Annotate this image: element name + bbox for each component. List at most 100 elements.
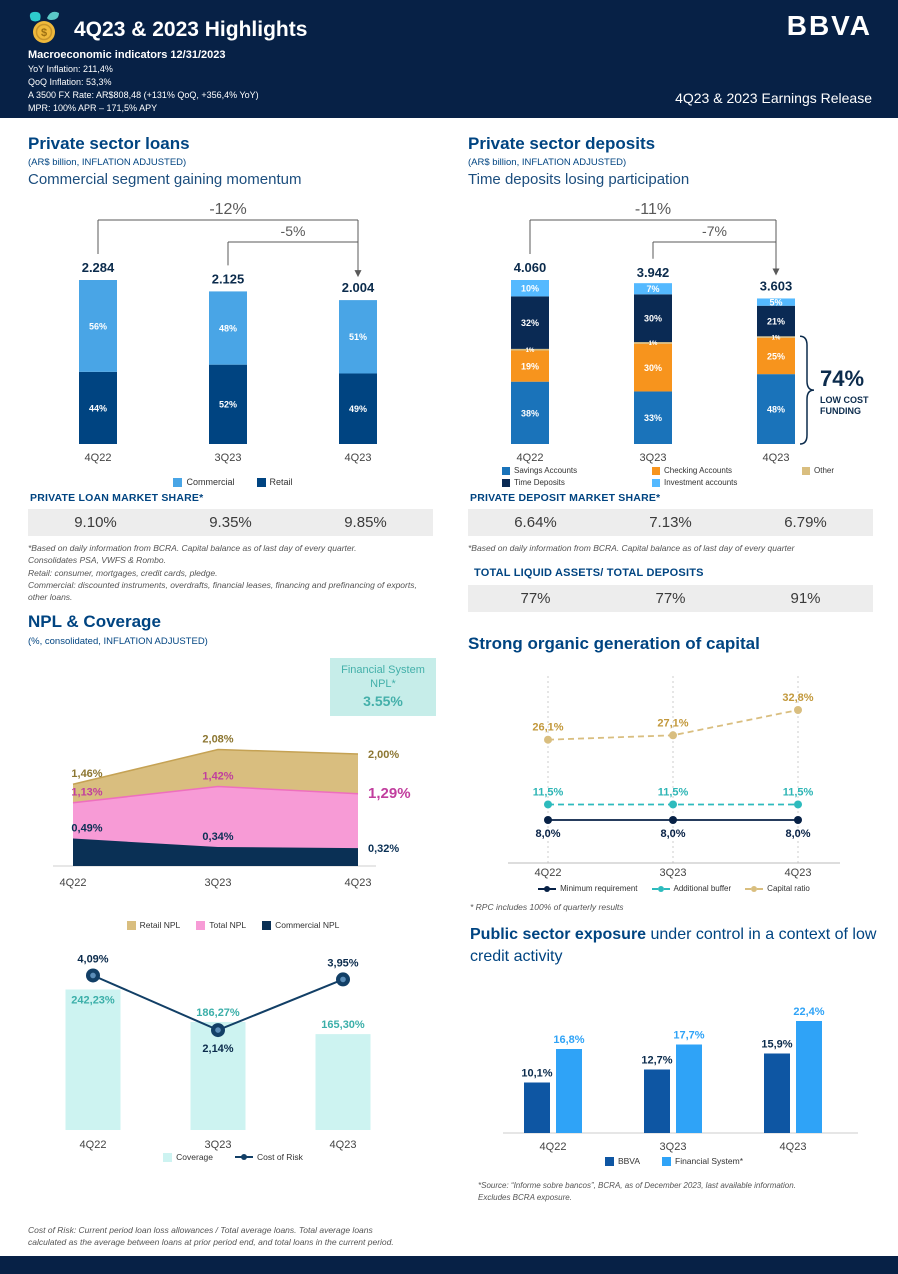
- header: $ 4Q23 & 2023 Highlights Macroeconomic i…: [0, 0, 898, 118]
- value-label: 0,34%: [202, 831, 233, 843]
- total-label: 4.060: [514, 260, 547, 275]
- delta-label: -12%: [209, 201, 246, 218]
- legend-label: Time Deposits: [514, 478, 565, 487]
- value-label: 16,8%: [553, 1034, 584, 1046]
- loans-tagline: Commercial segment gaining momentum: [28, 171, 302, 188]
- bar-financialsystem: [796, 1021, 822, 1133]
- cost-of-risk-label: 2,14%: [202, 1043, 233, 1055]
- segment-label: 33%: [644, 413, 662, 423]
- loans-legend: Commercial Retail: [28, 477, 438, 487]
- legend-item: BBVA: [604, 1156, 640, 1166]
- leaf-shape: [29, 11, 41, 22]
- bar-segment: [79, 280, 117, 372]
- legend-item: Capital ratio: [745, 884, 810, 893]
- legend-label: Other: [814, 466, 835, 475]
- legend-item: Time Deposits: [502, 478, 652, 487]
- category-label: 3Q23: [660, 1141, 687, 1153]
- arrowhead: [772, 268, 780, 276]
- loans-subtitle: (AR$ billion, INFLATION ADJUSTED): [28, 157, 187, 168]
- segment-label: 1%: [649, 341, 658, 347]
- coverage-value-label: 242,23%: [71, 995, 115, 1007]
- leaf-shape: [47, 11, 59, 20]
- macro-line-fx-rate: A 3500 FX Rate: AR$808,48 (+131% QoQ, +3…: [28, 90, 259, 101]
- bar-segment: [757, 298, 795, 306]
- category-label: 4Q22: [60, 877, 87, 889]
- loan-market-share-band: 9.10% 9.35% 9.85%: [28, 509, 433, 536]
- market-share-value: 9.35%: [209, 514, 252, 531]
- value-label: 32,8%: [782, 692, 813, 704]
- category-label: 4Q23: [330, 1139, 357, 1151]
- public-sector-heading-rest: under control in a context of low credit…: [470, 926, 877, 965]
- value-label: 1,29%: [368, 785, 411, 802]
- value-label: 1,42%: [202, 770, 233, 782]
- annotation-label: LOW COST: [820, 395, 869, 405]
- value-label: 27,1%: [657, 717, 688, 729]
- legend-marker: [196, 920, 206, 930]
- legend-label: Total NPL: [209, 920, 247, 930]
- legend-label: Cost of Risk: [257, 1152, 303, 1162]
- bar-segment: [634, 342, 672, 344]
- legend-marker: [651, 885, 670, 892]
- legend-item: Retail NPL: [126, 920, 180, 930]
- liquid-assets-label: TOTAL LIQUID ASSETS/ TOTAL DEPOSITS: [474, 567, 704, 579]
- npl-legend: Retail NPL Total NPL Commercial NPL: [28, 920, 438, 930]
- capital-legend: Minimum requirement Additional buffer Capi…: [468, 884, 880, 893]
- deposits-legend: Savings Accounts Checking Accounts Other Ti…: [468, 466, 880, 487]
- point-marker: [669, 731, 677, 740]
- category-label: 3Q23: [205, 877, 232, 889]
- bar-segment: [209, 291, 247, 365]
- release-label: 4Q23 & 2023 Earnings Release: [675, 90, 872, 106]
- capital-footnote: * RPC includes 100% of quarterly results: [470, 902, 624, 912]
- bar-segment: [757, 336, 795, 338]
- legend-item: Savings Accounts: [502, 466, 652, 475]
- delta-label: -5%: [281, 223, 306, 239]
- bar-segment: [511, 348, 549, 351]
- point-marker: [669, 800, 677, 809]
- header-title-row: $ 4Q23 & 2023 Highlights: [26, 8, 307, 51]
- segment-label: 52%: [219, 400, 237, 410]
- legend-marker: [502, 466, 510, 475]
- bbva-logo: BBVA: [786, 10, 872, 41]
- cost-of-risk-marker-center: [215, 1027, 221, 1033]
- legend-item: Additional buffer: [651, 884, 731, 893]
- segment-label: 48%: [767, 404, 785, 414]
- macro-line-mpr: MPR: 100% APR – 171,5% APY: [28, 103, 158, 114]
- coverage-chart-svg: 242,23% 186,27% 165,30% 4,09% 2,14% 3,95% 4Q22…: [65, 953, 371, 1151]
- legend-marker: [163, 1152, 173, 1162]
- value-label: 0,49%: [71, 823, 102, 835]
- point-marker: [544, 816, 552, 824]
- point-marker: [794, 816, 802, 824]
- category-label: 4Q22: [535, 867, 562, 879]
- loans-chart-svg: 44% 56% 2.284 4Q22 52% 48% 2.125 3Q23 49% 51% 2.00…: [79, 201, 377, 464]
- category-label: 3Q23: [215, 452, 242, 464]
- segment-label: 48%: [219, 323, 237, 333]
- dollar-glyph: $: [41, 27, 47, 39]
- legend-label: Retail: [269, 477, 293, 487]
- public-chart-svg: 10,1% 12,7% 15,9% 16,8% 17,7% 22,4% 4Q22 3Q23 4Q…: [503, 1006, 858, 1153]
- segment-label: 30%: [644, 314, 662, 324]
- liquid-assets-value: 77%: [520, 590, 551, 607]
- public-sector-bar-chart: 10,1% 12,7% 15,9% 16,8% 17,7% 22,4% 4Q22 3Q23 4Q…: [468, 978, 880, 1174]
- segment-label: 10%: [521, 284, 539, 294]
- segment-label: 38%: [521, 408, 539, 418]
- total-label: 3.942: [637, 265, 670, 280]
- legend-item: Minimum requirement: [538, 884, 638, 893]
- category-label: 4Q22: [517, 452, 544, 464]
- cost-of-risk-line: [92, 974, 344, 1032]
- value-label: 1,46%: [71, 768, 102, 780]
- category-label: 4Q23: [780, 1141, 807, 1153]
- category-label: 4Q23: [785, 867, 812, 879]
- market-share-value: 6.79%: [784, 514, 827, 531]
- bar-bbva: [644, 1069, 670, 1133]
- bar-financialsystem: [556, 1049, 582, 1133]
- bar-bbva: [524, 1082, 550, 1133]
- legend-label: BBVA: [617, 1156, 640, 1166]
- capital-heading: Strong organic generation of capital: [468, 634, 760, 653]
- total-label: 3.603: [760, 278, 793, 293]
- legend-label: Investment accounts: [664, 478, 738, 487]
- value-label: 11,5%: [783, 786, 814, 798]
- coverage-bar: [190, 1021, 246, 1130]
- liquid-assets-value: 91%: [790, 590, 821, 607]
- coverage-legend: Coverage Cost of Risk: [28, 1152, 438, 1162]
